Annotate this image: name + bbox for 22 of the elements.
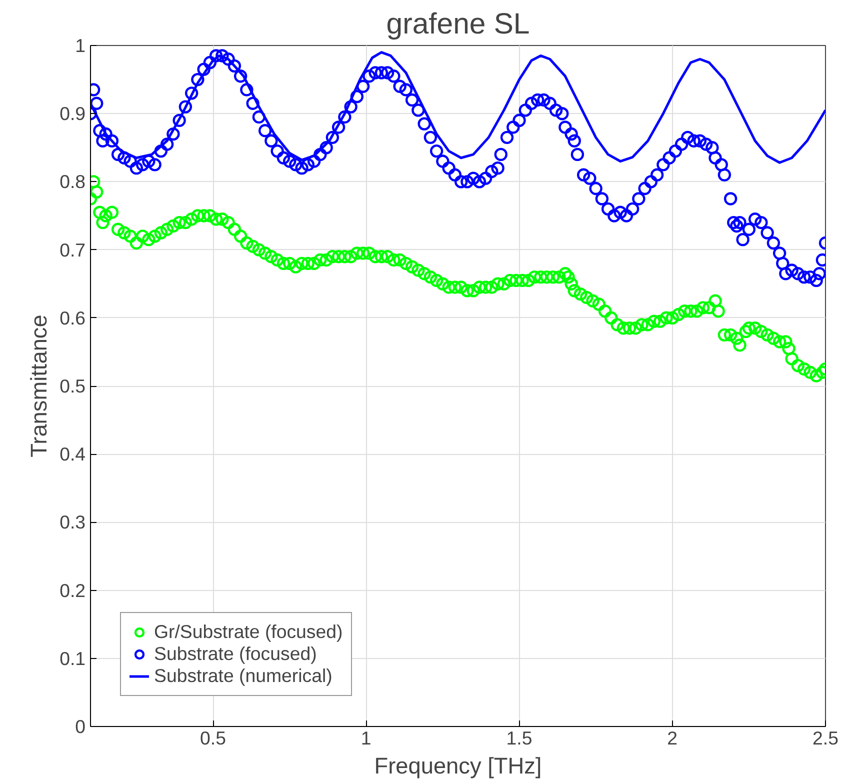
y-tick-label: 0.9 <box>60 103 86 124</box>
legend-label: Substrate (focused) <box>154 643 317 665</box>
y-tick-label: 0.5 <box>60 376 86 396</box>
y-tick-label: 1 <box>75 35 86 56</box>
x-tick-label: 0.5 <box>200 728 226 748</box>
x-tick-label: 1.5 <box>506 728 532 748</box>
y-axis-title: Transmittance <box>26 314 52 458</box>
y-tick-label: 0.8 <box>60 171 86 192</box>
y-tick-label: 0.4 <box>60 444 86 465</box>
x-tick-label: 1 <box>360 728 372 748</box>
y-tick-label: 0.3 <box>60 512 86 533</box>
x-tick-label: 2 <box>667 728 678 748</box>
y-tick-label: 0.6 <box>60 307 86 328</box>
y-tick-label: 0.2 <box>60 580 86 601</box>
legend-label: Substrate (numerical) <box>154 665 332 687</box>
y-tick-label: 0 <box>75 716 86 737</box>
y-tick-label: 0.7 <box>60 239 86 260</box>
legend-label: Gr/Substrate (focused) <box>154 621 343 643</box>
chart-title: grafene SL <box>386 8 530 40</box>
x-axis-title: Frequency [THz] <box>374 752 542 778</box>
x-tick-label: 2.5 <box>812 728 838 748</box>
y-tick-label: 0.1 <box>60 648 86 669</box>
